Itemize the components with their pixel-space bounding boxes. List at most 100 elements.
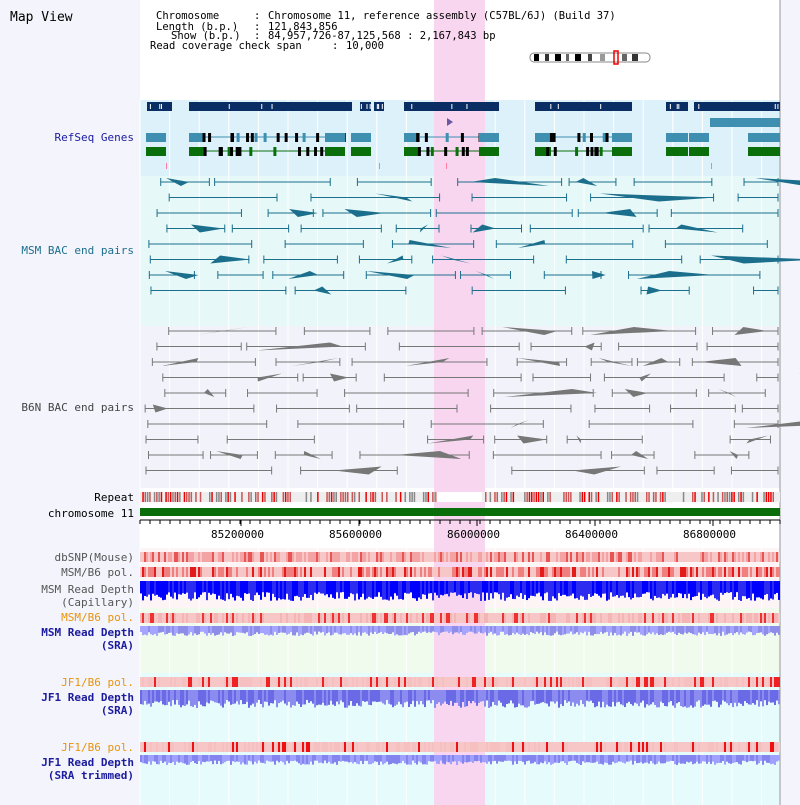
msm-pol-strip bbox=[584, 567, 586, 577]
jf1-trim-depth bbox=[674, 755, 676, 765]
jf1-pol-strip bbox=[362, 677, 364, 687]
jf1-pol-strip bbox=[298, 677, 300, 687]
msm-pol-strip bbox=[706, 567, 708, 577]
track-label-msm-depth-sra[interactable]: MSM Read Depth bbox=[41, 626, 134, 639]
msm-pol2-strip bbox=[276, 613, 278, 623]
jf1-pol2-strip bbox=[720, 742, 722, 752]
jf1-trim-depth bbox=[466, 755, 468, 763]
repeat-mark bbox=[261, 492, 264, 502]
snp-strip bbox=[404, 552, 406, 562]
msm-pol2-strip bbox=[602, 613, 604, 623]
jf1-pol-strip bbox=[240, 677, 242, 687]
msm-cap-depth bbox=[222, 581, 224, 600]
jf1-trim-depth bbox=[616, 755, 618, 763]
track-label-jf1-b6-pol-1[interactable]: JF1/B6 pol. bbox=[61, 676, 134, 689]
jf1-sra-depth bbox=[716, 690, 718, 702]
msm-sra-depth bbox=[298, 626, 300, 636]
msm-pol-strip bbox=[604, 567, 606, 577]
jf1-sra-depth bbox=[680, 690, 682, 707]
msm-sra-depth bbox=[464, 626, 466, 636]
msm-pol2-strip bbox=[172, 613, 174, 623]
msm-cap-depth bbox=[212, 581, 214, 594]
msm-cap-depth bbox=[216, 581, 218, 600]
snp-strip bbox=[496, 552, 498, 562]
msm-pol2-strip bbox=[532, 613, 534, 623]
msm-cap-depth bbox=[610, 581, 612, 593]
jf1-trim-depth bbox=[324, 755, 326, 761]
jf1-sra-depth bbox=[350, 690, 352, 702]
snp-strip bbox=[184, 552, 186, 562]
repeat-mark bbox=[496, 492, 498, 502]
snp-strip bbox=[408, 552, 410, 562]
msm-pol2-strip bbox=[406, 613, 408, 623]
msm-pol-strip bbox=[420, 567, 422, 577]
jf1-pol2-strip bbox=[660, 742, 662, 752]
track-label-msm-depth-cap[interactable]: MSM Read Depth bbox=[41, 583, 134, 596]
gene-exon bbox=[426, 147, 430, 156]
msm-sra-depth bbox=[686, 626, 688, 634]
show-key: Show (b.p.) bbox=[171, 30, 241, 42]
jf1-pol2-strip bbox=[542, 742, 544, 752]
msm-cap-depth bbox=[148, 581, 150, 595]
jf1-pol2-strip bbox=[764, 742, 766, 752]
track-label-refseq-genes[interactable]: RefSeq Genes bbox=[54, 131, 134, 144]
jf1-pol2-strip bbox=[370, 742, 372, 752]
jf1-sra-depth bbox=[174, 690, 176, 705]
msm-pol-strip bbox=[402, 567, 404, 577]
snp-strip bbox=[666, 552, 668, 562]
jf1-pol2-strip bbox=[522, 742, 524, 752]
msm-sra-depth bbox=[218, 626, 220, 635]
jf1-pol-strip bbox=[280, 677, 282, 687]
msm-pol-strip bbox=[394, 567, 396, 577]
snp-strip bbox=[612, 552, 614, 562]
msm-pol-strip bbox=[538, 567, 540, 577]
jf1-trim-depth bbox=[232, 755, 234, 762]
jf1-trim-depth bbox=[720, 755, 722, 763]
track-label-msm-bac[interactable]: MSM BAC end pairs bbox=[21, 244, 134, 257]
msm-pol-strip bbox=[570, 567, 572, 577]
msm-cap-depth bbox=[596, 581, 598, 594]
jf1-trim-depth bbox=[212, 755, 214, 765]
msm-pol-strip bbox=[436, 567, 438, 577]
snp-strip bbox=[728, 552, 730, 562]
msm-pol2-strip bbox=[474, 613, 476, 623]
snp-strip bbox=[334, 552, 336, 562]
show-value: 84,957,726-87,125,568 : 2,167,843 bp bbox=[268, 30, 496, 42]
msm-sra-depth bbox=[434, 626, 436, 632]
msm-pol-strip bbox=[264, 567, 266, 577]
jf1-pol2-strip bbox=[494, 742, 496, 752]
msm-pol2-strip bbox=[322, 613, 324, 623]
msm-pol2-strip bbox=[480, 613, 482, 623]
snp-strip bbox=[280, 552, 282, 562]
track-label-msm-b6-pol-1[interactable]: MSM/B6 pol. bbox=[61, 566, 134, 579]
track-label-msm-b6-pol-2[interactable]: MSM/B6 pol. bbox=[61, 611, 134, 624]
snp-strip bbox=[478, 552, 480, 562]
msm-pol2-strip bbox=[284, 613, 286, 623]
track-label-dbsnp[interactable]: dbSNP(Mouse) bbox=[54, 551, 134, 564]
msm-pol2-strip bbox=[394, 613, 396, 623]
msm-pol2-strip bbox=[632, 613, 634, 623]
track-label-jf1-depth-sra[interactable]: JF1 Read Depth bbox=[41, 691, 134, 704]
jf1-trim-depth bbox=[158, 755, 160, 765]
msm-pol-strip bbox=[720, 567, 722, 577]
track-label-jf1-b6-pol-2[interactable]: JF1/B6 pol. bbox=[61, 741, 134, 754]
msm-cap-depth bbox=[184, 581, 186, 594]
track-label-jf1-depth-trim[interactable]: JF1 Read Depth bbox=[41, 756, 134, 769]
jf1-pol2-strip bbox=[400, 742, 402, 752]
snp-strip bbox=[490, 552, 492, 562]
snp-strip bbox=[202, 552, 204, 562]
msm-pol2-strip bbox=[766, 613, 768, 623]
track-label-b6n-bac[interactable]: B6N BAC end pairs bbox=[21, 401, 134, 414]
jf1-trim-depth bbox=[188, 755, 190, 765]
msm-cap-depth bbox=[496, 581, 498, 593]
jf1-sra-depth bbox=[702, 690, 704, 706]
snp-strip bbox=[410, 552, 412, 562]
b6n-bac-marker bbox=[257, 373, 282, 382]
msm-pol-strip bbox=[520, 567, 522, 577]
snp-strip bbox=[636, 552, 638, 562]
msm-sra-depth bbox=[496, 626, 498, 636]
jf1-trim-depth bbox=[712, 755, 714, 762]
msm-cap-depth bbox=[416, 581, 418, 601]
jf1-pol-strip bbox=[500, 677, 502, 687]
msm-pol2-strip bbox=[304, 613, 306, 623]
